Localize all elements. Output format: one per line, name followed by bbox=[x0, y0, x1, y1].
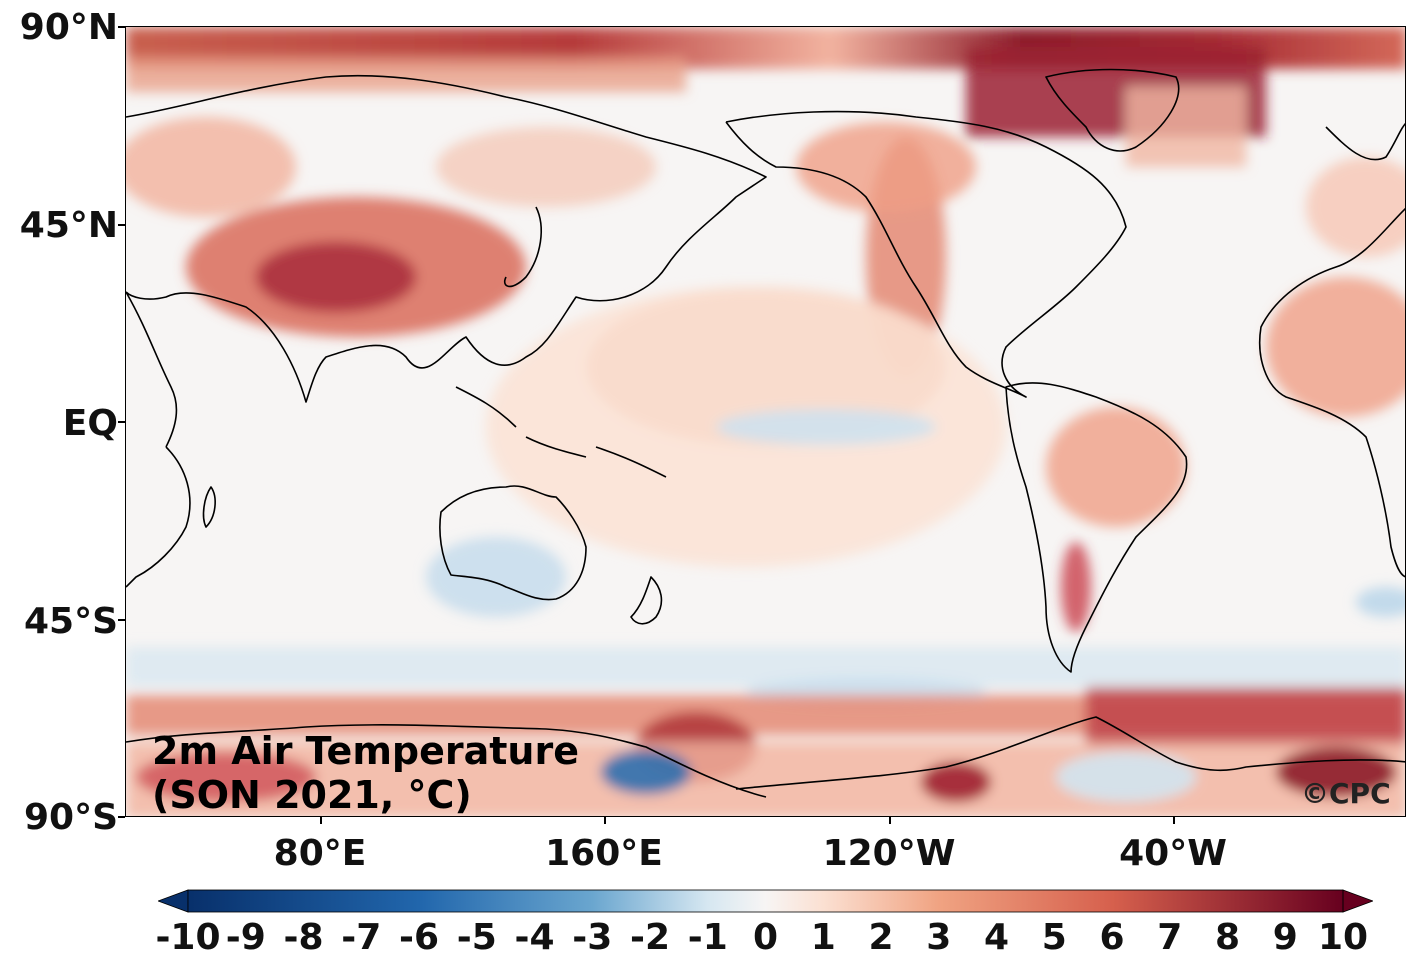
coastline-madagascar bbox=[202, 486, 216, 528]
coastline-greenland bbox=[1045, 68, 1180, 152]
coastline-new-zealand bbox=[630, 576, 663, 625]
colorbar-tick-label: 9 bbox=[1272, 917, 1298, 958]
colorbar-tick-label: -5 bbox=[456, 917, 497, 958]
colorbar-tick-label: 8 bbox=[1214, 917, 1241, 958]
map-title-line2: (SON 2021, °C) bbox=[152, 773, 472, 817]
lat-label-45s: 45°S bbox=[23, 601, 118, 642]
lon-label-120w: 120°W bbox=[822, 833, 956, 874]
colorbar-tick-label: -3 bbox=[572, 917, 613, 958]
colorbar-tick-label: 6 bbox=[1099, 917, 1125, 958]
lat-tick bbox=[118, 421, 125, 423]
cpc-credit: ©CPC bbox=[1301, 777, 1391, 810]
lat-label-45n: 45°N bbox=[19, 205, 118, 246]
colorbar-tick-label: -1 bbox=[687, 917, 728, 958]
colorbar-tick-label: 0 bbox=[752, 917, 779, 958]
antarctic-cold-patch bbox=[601, 750, 691, 794]
lat-label-eq: EQ bbox=[62, 403, 118, 444]
temperature-anomaly-map: 2m Air Temperature (SON 2021, °C) ©CPC bbox=[125, 26, 1406, 817]
colorbar-bar bbox=[188, 890, 1343, 912]
lon-label-160e: 160°E bbox=[545, 833, 663, 874]
lon-label-80e: 80°E bbox=[273, 833, 367, 874]
lat-tick bbox=[118, 26, 125, 28]
lon-tick bbox=[320, 817, 322, 824]
colorbar-tick-label: -9 bbox=[225, 917, 266, 958]
colorbar-min-extend bbox=[158, 889, 189, 913]
lat-label-90n: 90°N bbox=[19, 7, 118, 48]
anomaly-shading bbox=[126, 27, 1405, 816]
coastline-antarctica bbox=[126, 716, 1405, 798]
coastline-eurasia bbox=[126, 74, 767, 403]
colorbar-tick-label: -8 bbox=[283, 917, 324, 958]
coastline-japan bbox=[504, 206, 542, 288]
colorbar-tick-label: -6 bbox=[399, 917, 439, 958]
colorbar-tick-label: 7 bbox=[1157, 917, 1183, 958]
colorbar-tick-label: 10 bbox=[1317, 917, 1369, 958]
coastline-australia bbox=[439, 485, 587, 601]
colorbar-tick-label: -4 bbox=[514, 917, 555, 958]
colorbar bbox=[158, 889, 1373, 913]
colorbar-tick-label: 4 bbox=[983, 917, 1010, 958]
coastline-north-america bbox=[725, 110, 1127, 398]
map-title-line1: 2m Air Temperature bbox=[152, 729, 579, 773]
colorbar-max-extend bbox=[1342, 889, 1373, 913]
coastline-south-america bbox=[1005, 382, 1188, 673]
lon-tick bbox=[604, 817, 606, 824]
coastline-africa-west bbox=[1258, 207, 1405, 578]
map-title: 2m Air Temperature (SON 2021, °C) bbox=[152, 729, 579, 817]
colorbar-tick-label: -2 bbox=[630, 917, 670, 958]
lat-label-90s: 90°S bbox=[23, 797, 118, 838]
australia-cool bbox=[426, 537, 566, 617]
colorbar-tick-label: 3 bbox=[926, 917, 952, 958]
colorbar-tick-label: -10 bbox=[155, 917, 221, 958]
lat-tick bbox=[118, 619, 125, 621]
coastlines bbox=[126, 68, 1405, 798]
colorbar-tick-label: -7 bbox=[341, 917, 382, 958]
lon-label-40w: 40°W bbox=[1119, 833, 1227, 874]
colorbar-tick-label: 5 bbox=[1041, 917, 1067, 958]
coastline-africa-east bbox=[126, 446, 191, 588]
lat-tick bbox=[118, 224, 125, 226]
lon-tick bbox=[1173, 817, 1175, 824]
lat-tick bbox=[118, 816, 125, 818]
colorbar-tick-label: 1 bbox=[810, 917, 836, 958]
lon-tick bbox=[889, 817, 891, 824]
colorbar-tick-label: 2 bbox=[868, 917, 894, 958]
map-canvas bbox=[126, 27, 1405, 816]
